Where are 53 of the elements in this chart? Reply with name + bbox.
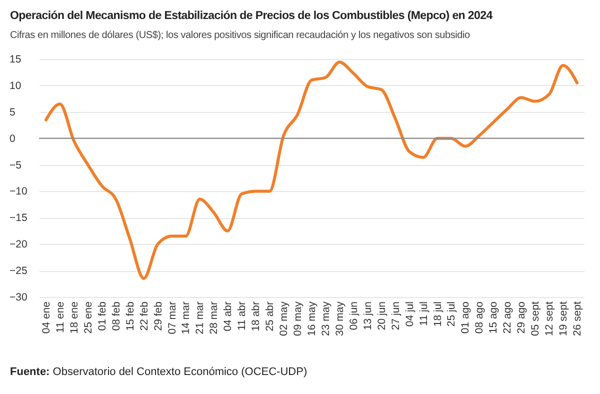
x-tick-label: 05 sept bbox=[530, 301, 542, 336]
y-tick-label: −20 bbox=[10, 238, 28, 251]
x-tick-label: 06 jun bbox=[348, 301, 360, 330]
x-tick-label: 19 sept bbox=[558, 301, 570, 336]
x-tick-label: 25 jul bbox=[446, 302, 458, 327]
x-tick-label: 12 sept bbox=[544, 301, 556, 336]
x-tick-label: 11 jul bbox=[418, 302, 430, 326]
x-tick-label: 02 may bbox=[278, 300, 290, 336]
chart-subtitle: Cifras en millones de dólares (US$); los valores positivos significan recaudación y los negativos son subsidio bbox=[10, 30, 470, 41]
y-tick-label: 5 bbox=[10, 106, 16, 118]
x-tick-label: 26 sept bbox=[572, 301, 584, 336]
x-tick-label: 01 ago bbox=[460, 301, 472, 334]
x-tick-label: 08 ago bbox=[474, 301, 486, 334]
x-tick-label: 15 feb bbox=[124, 301, 136, 331]
line-series bbox=[44, 60, 579, 280]
x-tick-label: 25 abr bbox=[264, 301, 276, 332]
x-tick-label: 07 mar bbox=[166, 301, 178, 334]
y-tick-label: 0 bbox=[10, 132, 16, 145]
x-tick-label: 21 mar bbox=[194, 301, 206, 334]
x-tick-label: 13 jun bbox=[362, 301, 374, 330]
x-tick-label: 18 ene bbox=[68, 301, 80, 334]
x-tick-label: 09 may bbox=[292, 300, 304, 336]
source-note: Fuente: Observatorio del Contexto Económico (OCEC-UDP) bbox=[10, 366, 308, 378]
x-tick-label: 25 ene bbox=[82, 301, 94, 334]
x-tick-label: 04 ene bbox=[40, 301, 52, 334]
y-tick-label: −5 bbox=[10, 159, 22, 172]
x-tick-label: 01 feb bbox=[96, 301, 108, 331]
y-tick-label: 10 bbox=[10, 80, 22, 92]
x-tick-label: 08 feb bbox=[110, 301, 122, 331]
y-tick-label: −30 bbox=[10, 292, 28, 304]
x-tick-label: 04 abr bbox=[222, 301, 234, 332]
x-tick-label: 22 feb bbox=[138, 301, 150, 331]
x-tick-label: 29 ago bbox=[516, 301, 528, 334]
y-tick-label: 15 bbox=[10, 54, 22, 66]
x-tick-label: 18 abr bbox=[250, 301, 262, 332]
x-tick-label: 28 mar bbox=[208, 301, 220, 334]
y-tick-label: −25 bbox=[10, 265, 28, 278]
x-tick-label: 15 ago bbox=[488, 301, 500, 334]
y-tick-label: −10 bbox=[10, 186, 28, 198]
x-tick-label: 04 jul bbox=[404, 302, 416, 327]
x-tick-label: 14 mar bbox=[180, 301, 192, 334]
x-tick-label: 16 may bbox=[306, 300, 318, 336]
x-tick-label: 11 abr bbox=[236, 301, 248, 330]
x-tick-label: 11 ene bbox=[54, 301, 66, 333]
x-tick-label: 20 jun bbox=[376, 301, 388, 330]
x-tick-label: 27 jun bbox=[390, 301, 402, 330]
chart-title: Operación del Mecanismo de Estabilización de Precios de los Combustibles (Mepco) en 2024 bbox=[10, 10, 492, 22]
x-tick-label: 30 may bbox=[334, 300, 346, 336]
y-tick-label: −15 bbox=[10, 212, 28, 224]
x-tick-label: 29 feb bbox=[152, 301, 164, 331]
x-tick-label: 18 jul bbox=[432, 302, 444, 327]
x-tick-label: 23 may bbox=[320, 300, 332, 336]
x-tick-label: 22 ago bbox=[502, 301, 514, 334]
